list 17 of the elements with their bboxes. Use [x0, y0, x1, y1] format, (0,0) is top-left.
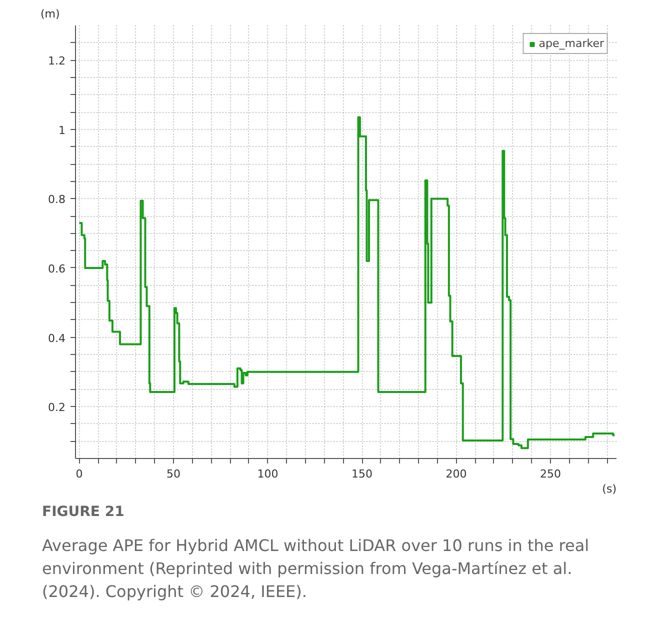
text: Average APE for Hybrid AMCL without LiDAR over 10 runs in the real environment (Reprinted with permission from Vega-Martínez et al. (2024). Copyright © 2024, IEEE).: [42, 535, 590, 604]
y-axis-title: (m): [40, 8, 60, 20]
x-tick-label: 100: [257, 468, 278, 480]
y-tick-label: 0.8: [48, 193, 66, 206]
x-tick-label: 250: [540, 468, 562, 480]
x-tick-label: 0: [76, 468, 83, 480]
legend-label: ape_marker: [538, 37, 604, 50]
y-tick-label: 0.2: [48, 401, 66, 414]
x-tick-label: 50: [166, 468, 181, 480]
x-tick-label: 200: [446, 468, 467, 480]
y-tick-label: 0.4: [48, 332, 66, 345]
y-tick-label: 0.6: [48, 262, 66, 276]
y-tick-label: 1: [58, 124, 66, 137]
caption: FIGURE 21: [42, 503, 124, 522]
x-axis-title: (s): [602, 482, 617, 496]
y-tick-label: 1.2: [48, 54, 66, 68]
x-tick-label: 150: [352, 468, 373, 480]
